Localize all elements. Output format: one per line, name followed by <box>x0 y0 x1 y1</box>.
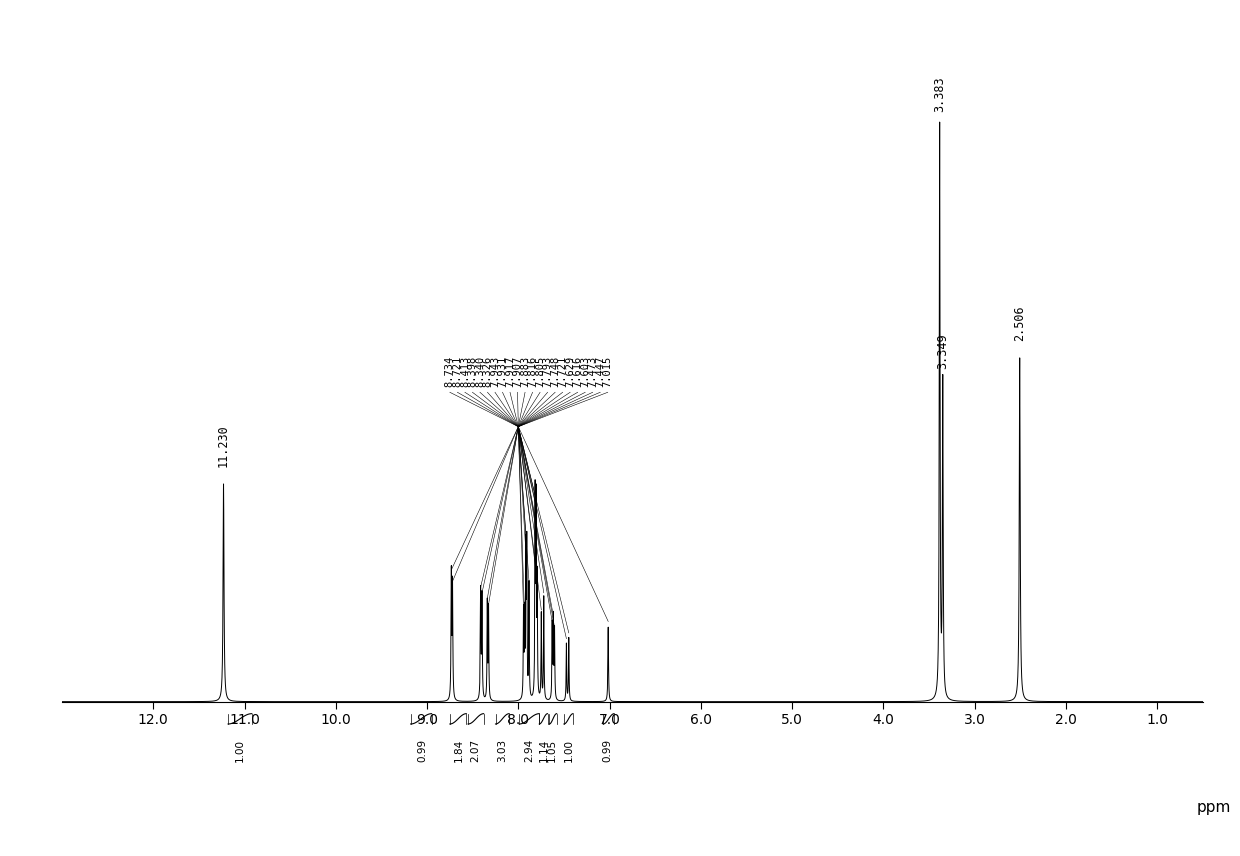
Text: 7.721: 7.721 <box>558 355 568 387</box>
Text: 7.629: 7.629 <box>565 355 575 387</box>
Text: 3.383: 3.383 <box>934 76 946 111</box>
Text: 7.447: 7.447 <box>595 355 605 387</box>
Text: 8.326: 8.326 <box>482 355 492 387</box>
Text: 1.05: 1.05 <box>547 739 557 762</box>
Text: 8.413: 8.413 <box>460 355 470 387</box>
Text: 0.99: 0.99 <box>418 739 428 762</box>
Text: 7.616: 7.616 <box>573 355 583 387</box>
Text: 7.931: 7.931 <box>497 355 507 387</box>
Text: 7.883: 7.883 <box>520 355 529 387</box>
Text: 1.00: 1.00 <box>234 739 246 762</box>
Text: 2.506: 2.506 <box>1013 305 1027 341</box>
Text: 2.94: 2.94 <box>525 739 534 762</box>
Text: 1.00: 1.00 <box>563 739 574 762</box>
X-axis label: ppm: ppm <box>1197 800 1231 815</box>
Text: 8.734: 8.734 <box>445 355 455 387</box>
Text: 3.349: 3.349 <box>936 334 950 369</box>
Text: 7.907: 7.907 <box>512 355 522 387</box>
Text: 0.99: 0.99 <box>603 739 613 762</box>
Text: 8.340: 8.340 <box>475 355 485 387</box>
Text: 7.473: 7.473 <box>588 355 598 387</box>
Text: 7.015: 7.015 <box>603 355 613 387</box>
Text: 1.14: 1.14 <box>539 739 549 762</box>
Text: 3.03: 3.03 <box>497 739 507 762</box>
Text: 7.805: 7.805 <box>536 355 546 387</box>
Text: 7.943: 7.943 <box>490 355 500 387</box>
Text: 8.398: 8.398 <box>467 355 477 387</box>
Text: 7.917: 7.917 <box>505 355 515 387</box>
Text: 1.84: 1.84 <box>454 739 464 762</box>
Text: 11.230: 11.230 <box>217 424 231 467</box>
Text: 7.793: 7.793 <box>543 355 553 387</box>
Text: 7.603: 7.603 <box>580 355 590 387</box>
Text: 8.721: 8.721 <box>453 355 463 387</box>
Text: 7.748: 7.748 <box>551 355 560 387</box>
Text: 2.07: 2.07 <box>470 739 480 762</box>
Text: 7.816: 7.816 <box>527 355 538 387</box>
